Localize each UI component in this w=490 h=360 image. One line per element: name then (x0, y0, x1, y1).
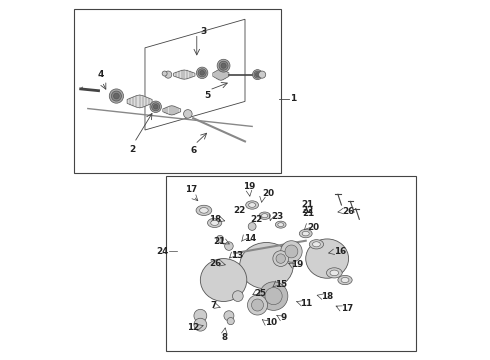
Circle shape (217, 235, 223, 243)
Ellipse shape (199, 208, 208, 213)
Circle shape (198, 69, 206, 77)
Text: 6: 6 (190, 147, 196, 156)
Ellipse shape (248, 203, 256, 207)
Text: 1: 1 (290, 94, 296, 103)
Text: 21: 21 (214, 237, 226, 246)
Circle shape (109, 89, 123, 103)
Text: 14: 14 (244, 234, 256, 243)
Circle shape (184, 110, 192, 118)
Ellipse shape (211, 220, 219, 225)
Ellipse shape (275, 221, 286, 228)
Text: 7: 7 (210, 301, 217, 310)
Ellipse shape (341, 278, 349, 283)
Circle shape (111, 91, 122, 101)
Ellipse shape (278, 223, 284, 226)
Ellipse shape (200, 258, 247, 301)
Bar (74, 9, 281, 173)
Text: 19: 19 (243, 183, 255, 192)
Circle shape (259, 71, 266, 78)
Text: 12: 12 (187, 323, 199, 332)
Circle shape (153, 104, 158, 109)
Ellipse shape (196, 205, 212, 216)
Polygon shape (163, 106, 181, 115)
Text: 22: 22 (233, 206, 245, 215)
Text: 23: 23 (271, 212, 283, 221)
Ellipse shape (207, 218, 222, 228)
Text: 26: 26 (342, 207, 354, 216)
Circle shape (247, 295, 268, 315)
Text: 19: 19 (291, 260, 303, 269)
Text: 20: 20 (307, 222, 319, 231)
Text: 18: 18 (209, 215, 221, 224)
Text: 16: 16 (334, 247, 346, 256)
Text: 21: 21 (302, 210, 315, 219)
Ellipse shape (302, 231, 309, 236)
Circle shape (219, 61, 228, 70)
Circle shape (150, 101, 161, 112)
Text: 18: 18 (321, 292, 333, 301)
Circle shape (194, 318, 207, 331)
Text: 17: 17 (185, 185, 197, 194)
Text: 20: 20 (262, 189, 274, 198)
Text: 25: 25 (255, 289, 267, 298)
Ellipse shape (309, 240, 323, 249)
Text: 11: 11 (300, 299, 313, 308)
Ellipse shape (299, 229, 312, 238)
Ellipse shape (259, 212, 270, 220)
Text: 8: 8 (221, 333, 228, 342)
Circle shape (232, 291, 243, 301)
Ellipse shape (306, 239, 348, 278)
Circle shape (200, 71, 204, 75)
Text: 17: 17 (341, 304, 353, 313)
Circle shape (273, 251, 289, 266)
Text: 13: 13 (231, 251, 244, 260)
Text: 3: 3 (200, 27, 207, 36)
Polygon shape (127, 95, 152, 108)
Text: 5: 5 (204, 91, 211, 100)
Text: 21: 21 (301, 200, 313, 209)
Polygon shape (213, 69, 229, 80)
Text: 4: 4 (97, 70, 103, 79)
Text: 10: 10 (266, 318, 277, 327)
Circle shape (275, 285, 283, 293)
Circle shape (194, 309, 207, 322)
Ellipse shape (330, 270, 339, 276)
Circle shape (254, 71, 261, 78)
Circle shape (196, 67, 208, 78)
Text: 15: 15 (275, 280, 288, 289)
Circle shape (248, 222, 256, 230)
Polygon shape (173, 70, 195, 79)
Ellipse shape (240, 243, 293, 289)
Circle shape (276, 254, 286, 263)
Text: 22: 22 (250, 215, 262, 224)
Circle shape (165, 71, 172, 78)
Circle shape (162, 71, 167, 76)
Ellipse shape (245, 201, 259, 209)
Bar (167, 176, 416, 351)
Circle shape (251, 299, 264, 311)
Ellipse shape (262, 214, 268, 218)
Text: 2: 2 (129, 145, 136, 154)
Text: 26: 26 (209, 259, 221, 268)
Ellipse shape (326, 268, 342, 278)
Circle shape (227, 318, 234, 325)
Circle shape (259, 282, 288, 310)
Text: 9: 9 (280, 313, 286, 322)
Ellipse shape (338, 275, 352, 285)
Circle shape (285, 245, 298, 258)
Circle shape (265, 288, 282, 305)
Ellipse shape (313, 242, 320, 247)
Circle shape (252, 69, 263, 80)
Circle shape (152, 103, 160, 111)
Circle shape (217, 59, 230, 72)
Circle shape (224, 311, 234, 321)
Text: 24: 24 (156, 247, 168, 256)
Circle shape (114, 93, 119, 99)
Text: 22: 22 (301, 206, 314, 215)
Circle shape (224, 242, 233, 250)
Circle shape (221, 63, 226, 68)
Circle shape (255, 73, 260, 77)
Circle shape (281, 241, 302, 262)
